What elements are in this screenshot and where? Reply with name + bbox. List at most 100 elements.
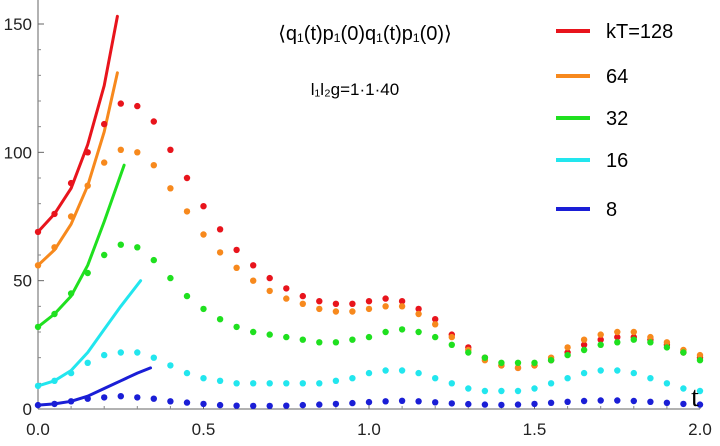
data-point xyxy=(283,402,290,409)
data-point xyxy=(117,100,125,107)
data-point xyxy=(34,401,42,409)
data-point xyxy=(316,339,323,346)
data-point xyxy=(580,346,588,354)
x-tick-label: 0.0 xyxy=(26,420,50,439)
data-point xyxy=(432,399,439,406)
data-point xyxy=(365,305,373,313)
data-point xyxy=(34,262,42,269)
data-point xyxy=(150,354,157,361)
data-point xyxy=(514,359,522,366)
data-point xyxy=(101,159,108,166)
data-point xyxy=(117,393,125,400)
data-point xyxy=(34,382,42,390)
data-point xyxy=(183,174,191,182)
data-point xyxy=(564,351,571,359)
data-point xyxy=(34,228,42,236)
data-point xyxy=(332,377,340,384)
data-point xyxy=(183,369,191,377)
data-point xyxy=(67,398,75,405)
data-point xyxy=(365,398,373,406)
data-point xyxy=(67,369,75,377)
data-point xyxy=(663,339,671,346)
data-point xyxy=(614,328,621,336)
data-point xyxy=(415,398,422,405)
data-point xyxy=(332,308,340,315)
data-point xyxy=(283,295,290,302)
data-point xyxy=(183,292,191,300)
data-point xyxy=(150,118,157,125)
x-axis-label: t xyxy=(691,382,699,413)
data-point xyxy=(349,336,356,343)
data-point xyxy=(382,295,389,302)
data-point xyxy=(134,244,141,251)
data-points xyxy=(34,100,704,410)
data-point xyxy=(465,400,472,408)
data-point xyxy=(117,241,125,248)
data-point xyxy=(614,397,621,404)
data-point xyxy=(630,369,637,377)
data-point xyxy=(167,146,174,153)
data-point xyxy=(382,303,389,310)
data-point xyxy=(481,354,489,361)
data-point xyxy=(183,399,191,406)
data-point xyxy=(647,375,654,382)
data-point xyxy=(84,395,91,402)
y-tick-label: 0 xyxy=(23,400,32,419)
data-point xyxy=(498,359,505,366)
data-point xyxy=(250,262,257,269)
tick-group: 0.0 0.5 1.0 1.5 2.0 0 50 100 150 xyxy=(4,15,712,439)
data-point xyxy=(216,401,224,409)
data-point xyxy=(67,179,75,187)
data-point xyxy=(696,351,704,359)
data-point xyxy=(84,359,91,366)
data-point xyxy=(547,357,555,364)
data-point xyxy=(299,292,306,300)
data-point xyxy=(597,331,604,338)
data-point xyxy=(696,401,704,408)
data-point xyxy=(316,380,323,387)
data-point xyxy=(696,357,704,364)
data-point xyxy=(498,401,505,409)
x-tick-label: 0.5 xyxy=(192,420,216,439)
data-point xyxy=(382,328,389,336)
data-point xyxy=(101,120,108,128)
data-point xyxy=(531,400,538,408)
data-point xyxy=(432,333,439,341)
fit-curve-32 xyxy=(36,163,126,329)
data-point xyxy=(216,377,224,384)
fit-curve-16 xyxy=(36,279,143,388)
data-point xyxy=(34,323,42,331)
data-point xyxy=(630,397,637,405)
data-point xyxy=(630,328,637,336)
data-point xyxy=(167,274,174,282)
data-point xyxy=(614,333,621,341)
data-point xyxy=(365,333,373,341)
data-point xyxy=(117,349,125,356)
legend-label: 64 xyxy=(606,66,628,88)
data-point xyxy=(51,210,58,218)
data-point xyxy=(266,402,273,410)
data-point xyxy=(51,244,58,251)
data-point xyxy=(382,398,389,405)
data-point xyxy=(216,226,224,233)
data-point xyxy=(233,246,240,254)
data-point xyxy=(150,162,157,169)
data-point xyxy=(498,387,505,395)
data-point xyxy=(415,310,422,318)
data-point xyxy=(332,339,340,346)
data-point xyxy=(233,380,240,387)
data-point xyxy=(398,298,406,305)
legend-label: 32 xyxy=(606,108,628,130)
data-point xyxy=(349,375,356,382)
data-point xyxy=(51,377,58,384)
legend-label: 16 xyxy=(606,150,628,172)
data-point xyxy=(580,341,588,348)
data-point xyxy=(101,251,108,259)
data-point xyxy=(233,402,240,409)
data-point xyxy=(266,331,273,338)
data-point xyxy=(283,380,290,387)
data-point xyxy=(580,336,588,343)
data-point xyxy=(167,185,174,192)
data-point xyxy=(101,394,108,401)
data-point xyxy=(564,375,571,382)
